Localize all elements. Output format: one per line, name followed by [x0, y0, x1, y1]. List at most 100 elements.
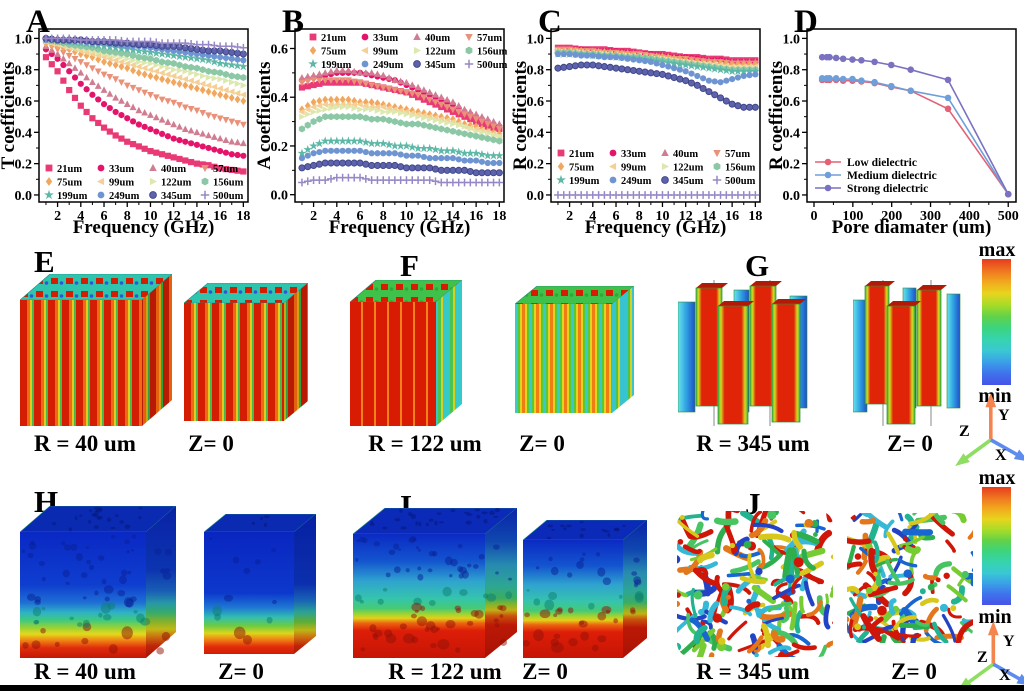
svg-text:0.0: 0.0 — [783, 189, 801, 204]
svg-text:0.6: 0.6 — [15, 95, 33, 110]
svg-text:0: 0 — [810, 209, 817, 224]
svg-text:1.0: 1.0 — [15, 32, 33, 47]
colorbar2-svg — [982, 487, 1011, 605]
label-j-left: R = 345 um — [696, 659, 810, 684]
svg-text:33um: 33um — [109, 164, 134, 175]
svg-text:Frequency (GHz): Frequency (GHz) — [329, 217, 471, 238]
label-h-right: Z= 0 — [218, 659, 264, 684]
svg-text:199um: 199um — [57, 191, 88, 202]
label-g-right: Z= 0 — [887, 431, 933, 456]
axis-triad-1 — [946, 393, 1024, 468]
svg-text:156um: 156um — [213, 177, 244, 188]
chart-panel-d-svg: 0 100 200 300 400 500 0.0 0.2 0.4 0.6 0.8 1.0 Pore d… — [766, 4, 1019, 238]
svg-text:0.8: 0.8 — [783, 64, 801, 79]
svg-text:10: 10 — [655, 209, 669, 224]
colorbar2 — [982, 487, 1011, 605]
svg-text:500um: 500um — [477, 60, 508, 71]
panel-letter-g: G — [745, 248, 770, 283]
svg-text:57um: 57um — [213, 164, 238, 175]
svg-text:4: 4 — [77, 209, 84, 224]
svg-text:0.8: 0.8 — [15, 64, 33, 79]
svg-text:0.2: 0.2 — [527, 158, 545, 173]
label-e-left: R = 40 um — [34, 431, 136, 456]
svg-text:345um: 345um — [425, 60, 456, 71]
panel-letter-j: J — [745, 486, 761, 521]
render-g-z0-svg — [852, 280, 961, 426]
render-f-z0 — [514, 285, 635, 413]
colorbar1 — [982, 259, 1011, 385]
svg-text:40um: 40um — [673, 149, 698, 160]
svg-text:14: 14 — [446, 209, 460, 224]
label-f-left: R = 122 um — [368, 431, 482, 456]
svg-text:345um: 345um — [673, 176, 704, 187]
svg-text:122um: 122um — [673, 162, 704, 173]
render-e-z0-svg — [183, 282, 309, 421]
svg-text:99um: 99um — [621, 162, 646, 173]
svg-text:1.0: 1.0 — [783, 32, 801, 47]
svg-text:0.8: 0.8 — [527, 64, 545, 79]
render-g-z0 — [852, 280, 963, 426]
svg-text:Strong dielectric: Strong dielectric — [847, 183, 928, 195]
svg-text:200: 200 — [881, 209, 902, 224]
svg-text:99um: 99um — [109, 177, 134, 188]
colorbar1-max-label: max — [978, 239, 1016, 261]
svg-text:Frequency (GHz): Frequency (GHz) — [585, 217, 727, 238]
svg-text:199um: 199um — [321, 60, 352, 71]
svg-text:4: 4 — [589, 209, 596, 224]
svg-text:249um: 249um — [373, 60, 404, 71]
svg-text:199um: 199um — [569, 176, 600, 187]
triad1-z-label: Z — [959, 423, 970, 440]
svg-text:400: 400 — [959, 209, 980, 224]
svg-text:40um: 40um — [161, 164, 186, 175]
render-h-z0-svg — [203, 513, 317, 654]
svg-text:14: 14 — [702, 209, 716, 224]
colorbar1-svg — [982, 259, 1011, 385]
label-j-right: Z= 0 — [891, 659, 937, 684]
svg-text:12: 12 — [679, 209, 693, 224]
colorbar2-min-label: min — [978, 606, 1012, 628]
svg-text:2: 2 — [310, 209, 317, 224]
svg-text:Medium dielectric: Medium dielectric — [847, 170, 937, 182]
chart-panel-a-svg: 2 4 6 8 10 12 14 16 18 0.0 0.2 0.4 0.6 0.8 1.0 Frequenc… — [0, 4, 250, 238]
svg-text:100: 100 — [842, 209, 863, 224]
svg-text:R coefficients: R coefficients — [512, 61, 531, 170]
svg-text:16: 16 — [725, 209, 739, 224]
svg-text:75um: 75um — [569, 162, 594, 173]
svg-text:Pore diamater (um): Pore diamater (um) — [832, 217, 992, 238]
svg-text:0.0: 0.0 — [527, 189, 545, 204]
svg-text:33um: 33um — [621, 149, 646, 160]
svg-text:0.4: 0.4 — [15, 126, 33, 141]
bottom-border-bar — [0, 685, 1024, 691]
svg-text:122um: 122um — [161, 177, 192, 188]
chart-panel-d: 0 100 200 300 400 500 0.0 0.2 0.4 0.6 0.8 1.0 Pore d… — [766, 0, 1024, 245]
svg-text:10: 10 — [143, 209, 157, 224]
svg-text:16: 16 — [469, 209, 483, 224]
svg-text:18: 18 — [236, 209, 250, 224]
render-h-z0 — [203, 513, 317, 654]
svg-text:2: 2 — [54, 209, 61, 224]
svg-text:0.2: 0.2 — [271, 140, 289, 155]
svg-text:156um: 156um — [477, 46, 508, 57]
render-e-r40 — [19, 273, 173, 426]
render-e-z0 — [183, 282, 309, 421]
render-i-z0 — [522, 519, 648, 658]
chart-panel-c: 2 4 6 8 10 12 14 16 18 0.0 0.2 0.4 0.6 0.8 1.0 Frequenc… — [510, 0, 768, 245]
triad1-y-label: Y — [998, 407, 1010, 424]
svg-text:0.2: 0.2 — [15, 158, 33, 173]
svg-text:18: 18 — [492, 209, 506, 224]
svg-text:249um: 249um — [109, 191, 140, 202]
svg-text:0.2: 0.2 — [783, 158, 801, 173]
svg-text:0.0: 0.0 — [15, 189, 33, 204]
svg-text:10: 10 — [399, 209, 413, 224]
svg-text:156um: 156um — [725, 162, 756, 173]
panel-letter-f: F — [400, 248, 419, 283]
label-i-right: Z= 0 — [522, 659, 568, 684]
svg-text:21um: 21um — [57, 164, 82, 175]
svg-text:16: 16 — [213, 209, 227, 224]
triad2-y-label: Y — [1003, 633, 1015, 650]
svg-text:T coefficients: T coefficients — [0, 62, 19, 170]
render-i-r122 — [352, 507, 518, 658]
svg-text:1.0: 1.0 — [527, 32, 545, 47]
triad1-x-label: X — [995, 447, 1007, 464]
label-e-right: Z= 0 — [188, 431, 234, 456]
